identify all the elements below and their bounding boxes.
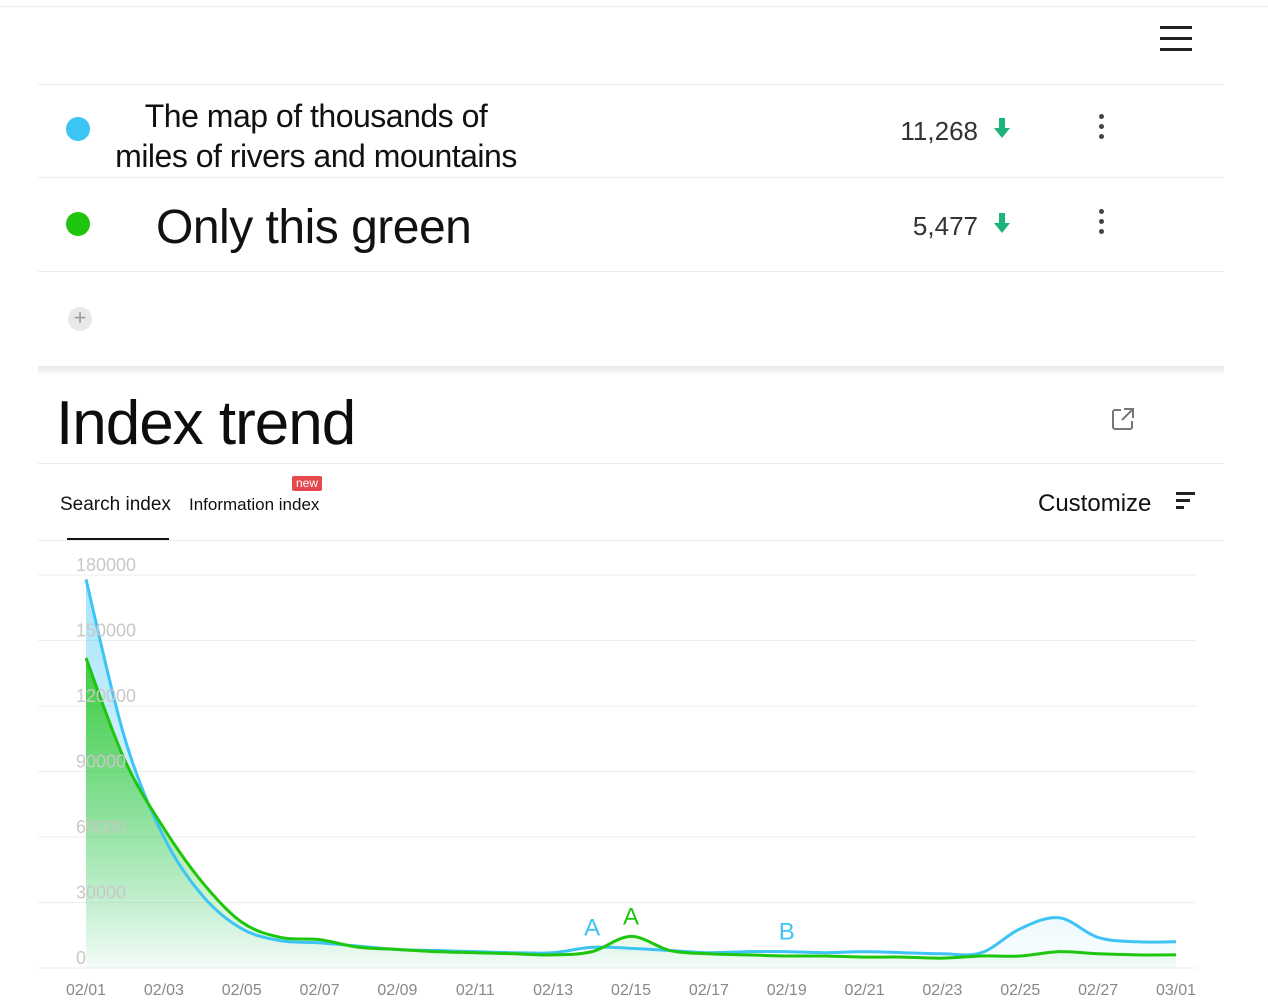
x-tick-label: 02/09 [377, 982, 417, 999]
keyword-label-line: The map of thousands of [144, 98, 488, 134]
keyword-label-line: miles of rivers and mountains [115, 138, 517, 174]
section-separator [38, 366, 1224, 374]
x-tick-label: 02/07 [300, 982, 340, 999]
section-title: Index trend [56, 389, 356, 458]
y-tick-label: 150000 [76, 621, 136, 641]
keyword-color-dot [66, 212, 90, 236]
x-tick-label: 02/19 [767, 982, 807, 999]
new-badge: new [292, 476, 323, 491]
x-tick-label: 03/01 [1156, 982, 1196, 999]
filter-lines-icon[interactable] [1174, 490, 1198, 512]
tab-search-index[interactable]: Search index [60, 494, 171, 515]
x-tick-label: 02/01 [66, 982, 106, 999]
divider [38, 84, 1224, 85]
index-trend-chart: 0 30000 60000 90000 120000 150000 180000 02/01… [38, 555, 1196, 999]
chart-annotation: B [779, 919, 795, 946]
customize-button[interactable]: Customize [1038, 490, 1152, 517]
x-tick-label: 02/23 [922, 982, 962, 999]
x-tick-label: 02/17 [689, 982, 729, 999]
x-tick-label: 02/25 [1000, 982, 1040, 999]
x-tick-label: 02/21 [845, 982, 885, 999]
y-tick-label: 120000 [76, 686, 136, 706]
divider [38, 177, 1224, 178]
more-options-icon[interactable] [1096, 114, 1106, 148]
y-tick-label: 30000 [76, 883, 126, 903]
more-options-icon[interactable] [1096, 209, 1106, 243]
chart-annotation: A [584, 914, 600, 941]
external-link-icon[interactable] [1110, 406, 1136, 432]
keyword-label[interactable]: Only this green [156, 201, 472, 254]
hamburger-menu-icon[interactable] [1160, 24, 1194, 54]
top-divider [0, 6, 1268, 7]
keyword-count: 5,477 [912, 211, 978, 241]
x-tick-label: 02/13 [533, 982, 573, 999]
series-area [86, 657, 1176, 968]
x-tick-label: 02/03 [144, 982, 184, 999]
x-tick-label: 02/05 [222, 982, 262, 999]
tab-information-index[interactable]: Information index [189, 495, 320, 514]
trend-down-icon [994, 213, 1010, 233]
x-tick-label: 02/27 [1078, 982, 1118, 999]
chart-annotation: A [623, 903, 639, 930]
x-tick-label: 02/11 [456, 982, 495, 999]
divider [38, 271, 1224, 272]
divider [38, 463, 1224, 464]
y-tick-label: 90000 [76, 752, 126, 772]
trend-down-icon [994, 118, 1010, 138]
divider [38, 540, 1224, 541]
x-tick-label: 02/15 [611, 982, 651, 999]
y-tick-label: 0 [76, 948, 86, 968]
y-tick-label: 180000 [76, 555, 136, 575]
series-line [84, 657, 1177, 960]
active-tab-indicator [67, 538, 169, 541]
series-line [84, 579, 1177, 957]
y-tick-label: 60000 [76, 817, 126, 837]
keyword-count: 11,268 [900, 116, 978, 146]
plus-icon[interactable]: + [68, 307, 92, 331]
keyword-label[interactable]: The map of thousands of miles of rivers … [96, 96, 536, 176]
keyword-color-dot [66, 117, 90, 141]
